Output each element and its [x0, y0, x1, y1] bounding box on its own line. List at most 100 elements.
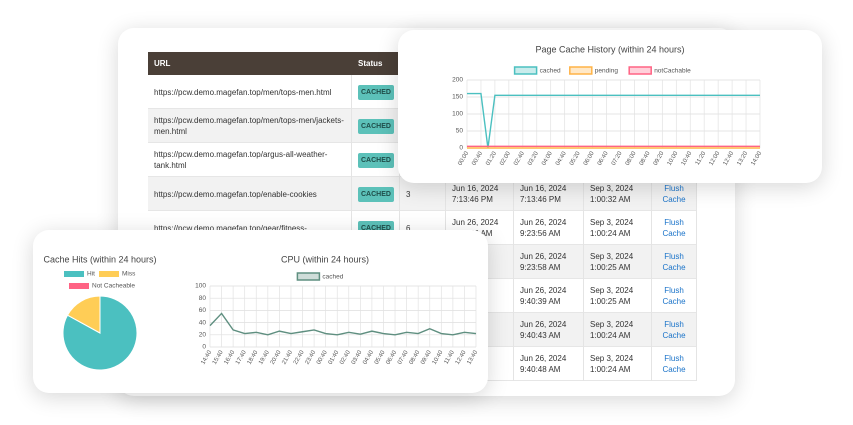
table-cell: Sep 3, 2024 1:00:24 AM [584, 347, 652, 381]
legend-label: Miss [122, 271, 136, 278]
y-tick-label: 80 [199, 295, 207, 302]
status-badge: CACHED [358, 84, 394, 100]
x-tick-label: 12:40 [722, 150, 735, 167]
legend-swatch [99, 271, 119, 277]
x-tick-label: 11:20 [695, 150, 708, 166]
table-cell [446, 279, 514, 313]
flush-cache-link[interactable]: Flush Cache [652, 177, 697, 211]
x-tick-label: 08:00 [625, 150, 638, 167]
x-tick-label: 07:20 [611, 150, 624, 167]
table-cell: Jun 26, 2024 9:23:58 AM [514, 245, 584, 279]
flush-cache-link[interactable]: Flush Cache [652, 211, 697, 245]
x-tick-label: 00:00 [457, 150, 470, 167]
column-header: URL [154, 59, 171, 68]
table-cell: Jun 26, 2024 9:40:39 AM [514, 279, 584, 313]
table-cell: CACHED [352, 143, 400, 177]
legend-swatch [69, 283, 89, 289]
status-badge: CACHED [358, 152, 394, 168]
y-tick-label: 50 [456, 128, 464, 135]
x-tick-label: 12:00 [709, 150, 722, 167]
x-tick-label: 04:40 [555, 150, 568, 167]
series-line [209, 312, 477, 336]
table-cell: CACHED [352, 109, 400, 143]
x-tick-label: 10:40 [432, 349, 445, 366]
table-cell: https://pcw.demo.magefan.top/gear/fitnes… [148, 211, 352, 245]
stats-charts: Cache Hits (within 24 hours) Hit Miss Not C… [43, 254, 479, 371]
history-chart: Page Cache History (within 24 hours) cach… [452, 44, 763, 167]
table-cell: 6 [400, 211, 446, 245]
table-cell: https://pcw.demo.magefan.top/men/tops-me… [148, 109, 352, 143]
legend-label: Hit [87, 271, 95, 278]
table-cell: CACHED [352, 75, 400, 109]
x-tick-label: 01:20 [485, 150, 498, 167]
table-cell [446, 245, 514, 279]
y-tick-label: 20 [199, 332, 207, 339]
table-cell: 3 [400, 177, 446, 211]
legend-swatch [296, 272, 321, 281]
y-tick-label: 200 [452, 77, 463, 84]
table-cell: Jun 16, 2024 7:13:46 PM [446, 177, 514, 211]
legend-swatch [628, 66, 652, 75]
y-tick-label: 150 [452, 94, 463, 101]
x-tick-label: 14:00 [750, 150, 763, 167]
x-tick-label: 08:40 [639, 150, 652, 167]
x-tick-label: 03:20 [527, 150, 540, 167]
pie-slice [62, 295, 138, 371]
table-cell: Sep 3, 2024 1:00:32 AM [584, 177, 652, 211]
status-badge: CACHED [358, 118, 394, 134]
legend-swatch [513, 66, 538, 75]
table-cell: https://pcw.demo.magefan.top/men/tops-me… [148, 75, 352, 109]
legend-label: Not Cacheable [92, 283, 135, 290]
y-tick-label: 0 [202, 344, 206, 351]
table-cell: Sep 3, 2024 1:00:24 AM [584, 313, 652, 347]
x-tick-label: 02:40 [513, 150, 526, 167]
legend-label: cached [540, 68, 561, 75]
series-line [467, 92, 760, 149]
chart-title: Page Cache History (within 24 hours) [535, 44, 684, 54]
y-tick-label: 100 [195, 283, 206, 290]
legend-swatch [64, 271, 84, 277]
x-tick-label: 09:20 [653, 150, 666, 167]
y-tick-label: 100 [452, 111, 463, 118]
legend-label: pending [595, 68, 619, 75]
status-badge: CACHED [358, 186, 394, 202]
legend-swatch [569, 66, 593, 75]
y-tick-label: 0 [459, 145, 463, 152]
column-header: Status [358, 59, 383, 68]
x-tick-label: 06:40 [597, 150, 610, 167]
table-cell: CACHED [352, 177, 400, 211]
table-cell: https://pcw.demo.magefan.top/enable-cook… [148, 177, 352, 211]
legend-label: cached [322, 274, 343, 281]
table-cell: Sep 3, 2024 1:00:25 AM [584, 245, 652, 279]
table-cell: Sep 3, 2024 1:00:24 AM [584, 211, 652, 245]
x-tick-label: 02:00 [499, 150, 512, 167]
flush-cache-link[interactable]: Flush Cache [652, 245, 697, 279]
table-cell: Jun 26, 2024 9:23:56 AM [514, 211, 584, 245]
y-tick-label: 60 [199, 307, 207, 314]
chart-title: Cache Hits (within 24 hours) [43, 254, 156, 264]
y-tick-label: 40 [199, 319, 207, 326]
table-cell: Sep 3, 2024 1:00:25 AM [584, 279, 652, 313]
table-cell: https://pcw.demo.magefan.top/argus-all-w… [148, 143, 352, 177]
x-tick-label: 10:00 [667, 150, 680, 167]
x-tick-label: 10:40 [681, 150, 694, 167]
table-cell [446, 347, 514, 381]
x-tick-label: 06:00 [583, 150, 596, 167]
table-cell: Jun 26, 2024 9:40:48 AM [514, 347, 584, 381]
table-cell [446, 313, 514, 347]
stats-card: Cache Hits (within 24 hours) Hit Miss Not C… [33, 230, 488, 393]
table-cell: Jun 16, 2024 7:13:46 PM [514, 177, 584, 211]
x-tick-label: 13:40 [466, 349, 479, 366]
x-tick-label: 13:20 [736, 150, 749, 167]
x-tick-label: 05:20 [569, 150, 582, 167]
flush-cache-link[interactable]: Flush Cache [652, 313, 697, 347]
legend-label: notCachable [654, 68, 691, 75]
flush-cache-link[interactable]: Flush Cache [652, 279, 697, 313]
table-cell: Jun 26, 2024 9:40:43 AM [514, 313, 584, 347]
history-card: Page Cache History (within 24 hours) cach… [398, 30, 822, 183]
chart-title: CPU (within 24 hours) [281, 254, 369, 264]
flush-cache-link[interactable]: Flush Cache [652, 347, 697, 381]
x-tick-label: 00:40 [471, 150, 484, 167]
x-tick-label: 04:00 [541, 150, 554, 167]
